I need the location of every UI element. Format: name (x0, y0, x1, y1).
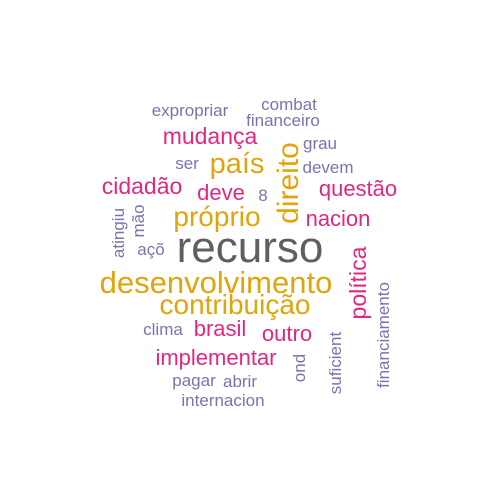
word-brasil: brasil (194, 316, 247, 341)
word-implementar: implementar (155, 345, 276, 370)
word-contribuição: contribuição (160, 289, 311, 320)
word-abrir: abrir (223, 372, 257, 391)
word-próprio: próprio (173, 201, 260, 232)
word-8: 8 (258, 186, 267, 205)
word-mudança: mudança (163, 123, 258, 149)
word-país: país (210, 148, 265, 180)
word-açõ: açõ (137, 240, 164, 259)
word-grau: grau (303, 134, 337, 153)
word-outro: outro (262, 321, 312, 346)
word-questão: questão (319, 176, 397, 201)
word-política: política (345, 246, 371, 319)
word-combat: combat (261, 95, 317, 114)
word-clima: clima (143, 320, 183, 339)
word-devem: devem (302, 158, 353, 177)
word-direito: direito (272, 142, 305, 224)
word-financiamento: financiamento (374, 282, 393, 388)
word-recurso: recurso (177, 223, 324, 272)
word-ond: ond (290, 354, 309, 382)
word-financeiro: financeiro (246, 111, 320, 130)
word-atingiu: atingiu (109, 208, 128, 258)
word-internacion: internacion (181, 391, 264, 410)
word-cidadão: cidadão (102, 173, 183, 199)
word-suficient: suficient (326, 332, 345, 395)
word-pagar: pagar (172, 371, 216, 390)
word-expropriar: expropriar (152, 101, 229, 120)
word-ser: ser (175, 154, 199, 173)
word-mão: mão (129, 204, 148, 237)
word-nacion: nacion (306, 206, 371, 231)
word-desenvolvimento: desenvolvimento (100, 265, 333, 300)
word-deve: deve (197, 180, 245, 205)
